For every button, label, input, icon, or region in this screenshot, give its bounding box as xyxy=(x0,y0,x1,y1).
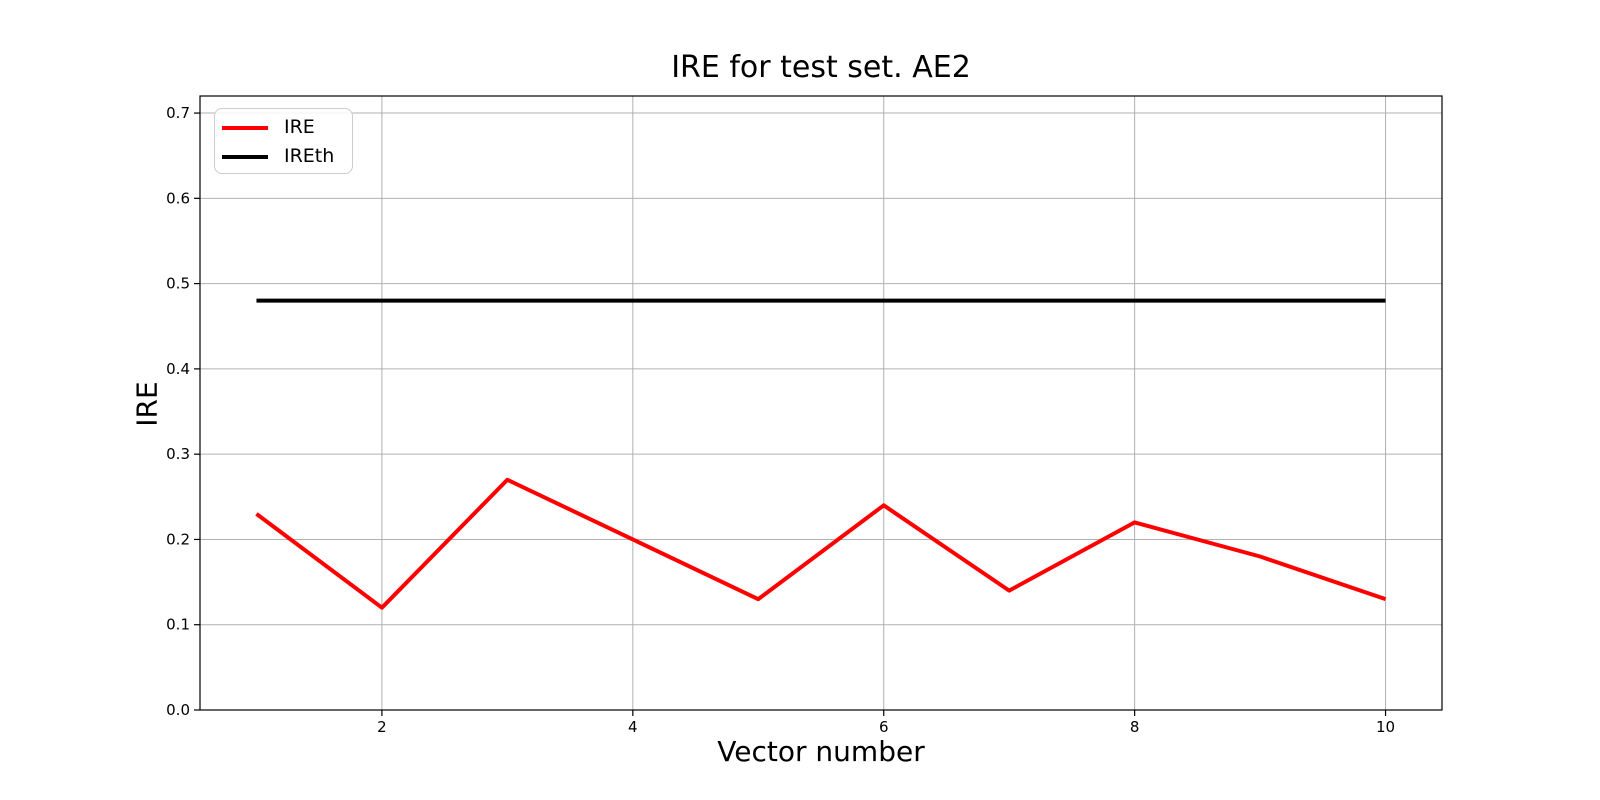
y-tick-label: 0.2 xyxy=(166,530,190,548)
legend-entry-ire: IRE xyxy=(215,113,352,142)
chart-title: IRE for test set. AE2 xyxy=(671,50,971,85)
x-tick-label: 6 xyxy=(879,718,889,736)
axes-frame xyxy=(199,95,1443,711)
y-tick-label: 0.0 xyxy=(166,701,190,719)
y-tick-label: 0.6 xyxy=(166,189,190,207)
x-tick-label: 8 xyxy=(1130,718,1140,736)
y-tick-label: 0.5 xyxy=(166,275,190,293)
legend-label-ire: IRE xyxy=(284,116,315,138)
y-tick-label: 0.7 xyxy=(166,104,190,122)
legend-line-sample-ireth xyxy=(222,154,268,159)
legend-entry-ireth: IREth xyxy=(215,142,352,171)
x-tick-label: 10 xyxy=(1376,718,1395,736)
y-axis-label: IRE xyxy=(130,381,164,427)
x-tick-label: 2 xyxy=(377,718,387,736)
legend: IRE IREth xyxy=(214,108,353,174)
y-tick-label: 0.3 xyxy=(166,445,190,463)
x-axis-label: Vector number xyxy=(717,735,925,768)
x-tick-label: 4 xyxy=(628,718,638,736)
legend-label-ireth: IREth xyxy=(284,145,335,167)
y-tick-label: 0.4 xyxy=(166,360,190,378)
legend-line-sample-ire xyxy=(222,125,268,130)
series-line-ire xyxy=(255,477,1387,610)
y-tick-label: 0.1 xyxy=(166,616,190,634)
